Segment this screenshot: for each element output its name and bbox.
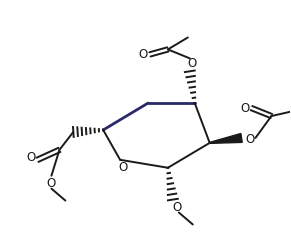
- Text: O: O: [245, 133, 254, 146]
- Text: O: O: [118, 161, 128, 174]
- Polygon shape: [210, 133, 242, 143]
- Text: O: O: [47, 177, 56, 190]
- Text: O: O: [187, 57, 196, 70]
- Text: O: O: [139, 48, 148, 61]
- Text: O: O: [240, 102, 249, 115]
- Text: O: O: [172, 201, 182, 214]
- Text: O: O: [26, 151, 35, 164]
